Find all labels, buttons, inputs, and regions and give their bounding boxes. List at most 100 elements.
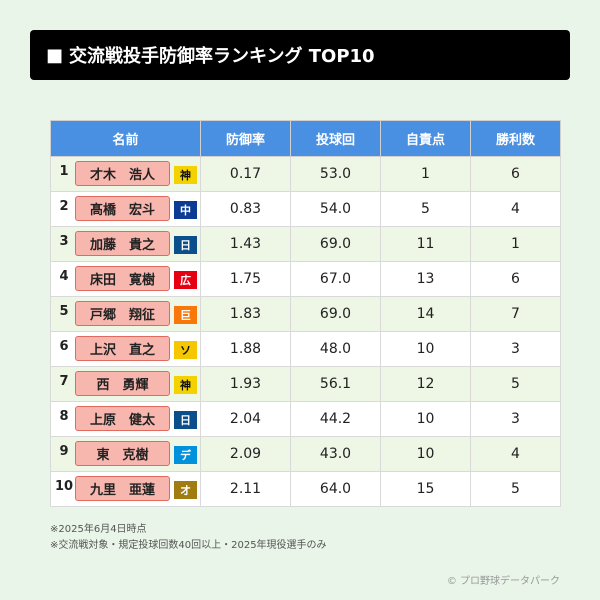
wins-cell: 6 bbox=[470, 156, 561, 192]
team-badge: デ bbox=[174, 446, 197, 464]
innings-cell: 53.0 bbox=[290, 156, 381, 192]
team-badge: 巨 bbox=[174, 306, 197, 324]
table-row: 1 才木 浩人神 0.17 53.0 1 6 bbox=[50, 156, 561, 192]
earned-runs-cell: 14 bbox=[380, 296, 471, 332]
rank-number: 1 bbox=[59, 164, 69, 179]
era-cell: 0.83 bbox=[200, 191, 291, 227]
rank-number: 4 bbox=[59, 269, 69, 284]
note-date: ※2025年6月4日時点 bbox=[50, 524, 147, 535]
innings-cell: 48.0 bbox=[290, 331, 381, 367]
rank-number: 6 bbox=[59, 339, 69, 354]
player-name: 上原 健太 bbox=[75, 406, 170, 431]
table-row: 4 床田 寛樹広 1.75 67.0 13 6 bbox=[50, 261, 561, 297]
table-header-row: 名前 防御率 投球回 自責点 勝利数 bbox=[50, 120, 561, 157]
player-name: 西 勇輝 bbox=[75, 371, 170, 396]
innings-cell: 54.0 bbox=[290, 191, 381, 227]
table-row: 3 加藤 貴之日 1.43 69.0 11 1 bbox=[50, 226, 561, 262]
col-header-wins: 勝利数 bbox=[470, 120, 561, 157]
player-name: 才木 浩人 bbox=[75, 161, 170, 186]
player-cell: 5 戸郷 翔征巨 bbox=[50, 296, 201, 332]
era-cell: 1.88 bbox=[200, 331, 291, 367]
earned-runs-cell: 11 bbox=[380, 226, 471, 262]
player-cell: 9 東 克樹デ bbox=[50, 436, 201, 472]
team-badge: 日 bbox=[174, 411, 197, 429]
innings-cell: 67.0 bbox=[290, 261, 381, 297]
era-cell: 1.83 bbox=[200, 296, 291, 332]
square-icon: ■ bbox=[46, 44, 64, 66]
earned-runs-cell: 15 bbox=[380, 471, 471, 507]
rank-number: 5 bbox=[59, 304, 69, 319]
table-row: 5 戸郷 翔征巨 1.83 69.0 14 7 bbox=[50, 296, 561, 332]
team-badge: 広 bbox=[174, 271, 197, 289]
table-row: 7 西 勇輝神 1.93 56.1 12 5 bbox=[50, 366, 561, 402]
player-name: 床田 寛樹 bbox=[75, 266, 170, 291]
innings-cell: 44.2 bbox=[290, 401, 381, 437]
col-header-earned-runs: 自責点 bbox=[380, 120, 471, 157]
earned-runs-cell: 5 bbox=[380, 191, 471, 227]
player-cell: 10 九里 亜蓮オ bbox=[50, 471, 201, 507]
team-badge: 中 bbox=[174, 201, 197, 219]
rank-number: 3 bbox=[59, 234, 69, 249]
earned-runs-cell: 12 bbox=[380, 366, 471, 402]
earned-runs-cell: 10 bbox=[380, 401, 471, 437]
wins-cell: 3 bbox=[470, 331, 561, 367]
credit: © プロ野球データパーク bbox=[446, 576, 560, 587]
wins-cell: 5 bbox=[470, 471, 561, 507]
wins-cell: 1 bbox=[470, 226, 561, 262]
wins-cell: 5 bbox=[470, 366, 561, 402]
innings-cell: 56.1 bbox=[290, 366, 381, 402]
team-badge: ソ bbox=[174, 341, 197, 359]
player-name: 戸郷 翔征 bbox=[75, 301, 170, 326]
title-bar: ■ 交流戦投手防御率ランキング TOP10 bbox=[30, 30, 570, 80]
player-cell: 3 加藤 貴之日 bbox=[50, 226, 201, 262]
rank-number: 2 bbox=[59, 199, 69, 214]
table-row: 2 髙橋 宏斗中 0.83 54.0 5 4 bbox=[50, 191, 561, 227]
wins-cell: 6 bbox=[470, 261, 561, 297]
player-name: 東 克樹 bbox=[75, 441, 170, 466]
era-cell: 2.09 bbox=[200, 436, 291, 472]
page-title: 交流戦投手防御率ランキング TOP10 bbox=[69, 46, 375, 67]
table-row: 8 上原 健太日 2.04 44.2 10 3 bbox=[50, 401, 561, 437]
player-name: 髙橋 宏斗 bbox=[75, 196, 170, 221]
team-badge: 神 bbox=[174, 376, 197, 394]
table-row: 6 上沢 直之ソ 1.88 48.0 10 3 bbox=[50, 331, 561, 367]
rank-number: 8 bbox=[59, 409, 69, 424]
player-cell: 4 床田 寛樹広 bbox=[50, 261, 201, 297]
player-cell: 7 西 勇輝神 bbox=[50, 366, 201, 402]
rank-number: 10 bbox=[54, 479, 74, 494]
player-cell: 2 髙橋 宏斗中 bbox=[50, 191, 201, 227]
rank-number: 9 bbox=[59, 444, 69, 459]
team-badge: 神 bbox=[174, 166, 197, 184]
player-cell: 6 上沢 直之ソ bbox=[50, 331, 201, 367]
player-name: 加藤 貴之 bbox=[75, 231, 170, 256]
era-cell: 1.93 bbox=[200, 366, 291, 402]
player-cell: 8 上原 健太日 bbox=[50, 401, 201, 437]
team-badge: 日 bbox=[174, 236, 197, 254]
wins-cell: 7 bbox=[470, 296, 561, 332]
earned-runs-cell: 1 bbox=[380, 156, 471, 192]
earned-runs-cell: 13 bbox=[380, 261, 471, 297]
innings-cell: 69.0 bbox=[290, 296, 381, 332]
earned-runs-cell: 10 bbox=[380, 436, 471, 472]
player-name: 九里 亜蓮 bbox=[75, 476, 170, 501]
innings-cell: 43.0 bbox=[290, 436, 381, 472]
era-cell: 2.04 bbox=[200, 401, 291, 437]
innings-cell: 64.0 bbox=[290, 471, 381, 507]
wins-cell: 4 bbox=[470, 436, 561, 472]
innings-cell: 69.0 bbox=[290, 226, 381, 262]
col-header-name: 名前 bbox=[50, 120, 201, 157]
team-badge: オ bbox=[174, 481, 197, 499]
rank-number: 7 bbox=[59, 374, 69, 389]
table-row: 10 九里 亜蓮オ 2.11 64.0 15 5 bbox=[50, 471, 561, 507]
wins-cell: 3 bbox=[470, 401, 561, 437]
era-cell: 1.43 bbox=[200, 226, 291, 262]
col-header-innings: 投球回 bbox=[290, 120, 381, 157]
ranking-table: 名前 防御率 投球回 自責点 勝利数 1 才木 浩人神 0.17 53.0 1 6 2 髙橋 … bbox=[50, 120, 561, 507]
table-row: 9 東 克樹デ 2.09 43.0 10 4 bbox=[50, 436, 561, 472]
player-name: 上沢 直之 bbox=[75, 336, 170, 361]
wins-cell: 4 bbox=[470, 191, 561, 227]
era-cell: 2.11 bbox=[200, 471, 291, 507]
era-cell: 0.17 bbox=[200, 156, 291, 192]
col-header-era: 防御率 bbox=[200, 120, 291, 157]
earned-runs-cell: 10 bbox=[380, 331, 471, 367]
